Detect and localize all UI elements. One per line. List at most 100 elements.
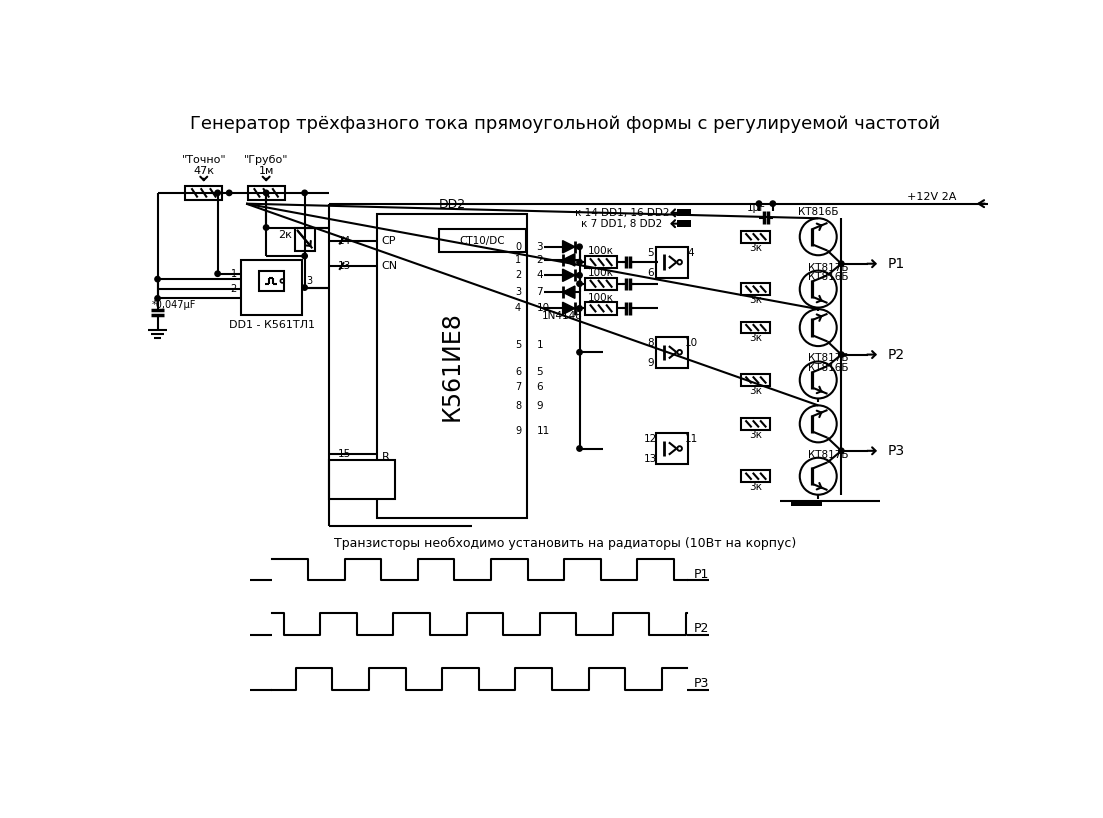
Text: 3к: 3к: [749, 295, 762, 305]
Text: P2: P2: [888, 348, 904, 362]
Text: 100к: 100к: [588, 268, 614, 278]
Circle shape: [577, 306, 582, 311]
Text: 4: 4: [536, 270, 543, 281]
Bar: [741, 470, 771, 482]
Text: 8: 8: [647, 338, 654, 348]
Text: 1: 1: [231, 269, 237, 279]
Circle shape: [838, 448, 844, 453]
Circle shape: [302, 190, 308, 196]
Circle shape: [577, 281, 582, 286]
Text: 11: 11: [536, 426, 549, 436]
Text: P3: P3: [694, 676, 709, 690]
Text: 5: 5: [515, 339, 521, 349]
Bar: [585, 277, 618, 290]
Polygon shape: [563, 302, 575, 315]
Text: 13: 13: [338, 261, 352, 271]
Text: 3к: 3к: [749, 243, 762, 253]
Bar: [240, 260, 302, 315]
Text: 1: 1: [515, 255, 521, 265]
Circle shape: [838, 352, 844, 357]
Circle shape: [154, 276, 160, 282]
Text: 7: 7: [536, 287, 543, 297]
Text: P1: P1: [694, 568, 709, 581]
Text: 3: 3: [307, 276, 312, 286]
Circle shape: [264, 225, 269, 230]
Bar: [791, 501, 822, 506]
Text: DD1 - К561ТЛ1: DD1 - К561ТЛ1: [228, 320, 314, 330]
Text: 2: 2: [536, 255, 543, 265]
Text: 3к: 3к: [749, 482, 762, 492]
Text: 10: 10: [685, 338, 698, 348]
Text: 4: 4: [515, 303, 521, 313]
Text: 13: 13: [644, 454, 657, 465]
Text: 5: 5: [647, 248, 654, 258]
Text: КТ817Б: КТ817Б: [808, 450, 848, 460]
Bar: [741, 418, 771, 429]
Circle shape: [264, 190, 269, 196]
Text: Генератор трёхфазного тока прямоугольной формы с регулируемой частотой: Генератор трёхфазного тока прямоугольной…: [190, 115, 940, 133]
Text: 7: 7: [515, 382, 521, 392]
Circle shape: [302, 285, 308, 290]
Text: 1м: 1м: [258, 166, 274, 177]
Text: 2к: 2к: [278, 230, 291, 240]
Text: 6: 6: [515, 366, 521, 376]
Text: 3: 3: [536, 242, 543, 252]
Text: КТ816Б: КТ816Б: [808, 272, 848, 281]
Text: 9: 9: [647, 358, 654, 368]
Text: +12V 2A: +12V 2A: [908, 192, 956, 203]
Bar: [656, 337, 688, 367]
Text: 2: 2: [231, 284, 237, 294]
Text: 3: 3: [515, 287, 521, 297]
Circle shape: [577, 349, 582, 355]
Text: 3к: 3к: [749, 386, 762, 396]
Text: CN: CN: [382, 261, 398, 271]
Text: к 14 DD1, 16 DD2: к 14 DD1, 16 DD2: [575, 208, 670, 218]
Text: 9: 9: [515, 426, 521, 436]
Text: К561ИЕ8: К561ИЕ8: [440, 311, 464, 420]
Bar: [259, 271, 283, 291]
Circle shape: [577, 446, 582, 452]
Text: 0: 0: [515, 242, 521, 252]
Circle shape: [757, 201, 762, 206]
Bar: [677, 220, 692, 227]
Circle shape: [215, 190, 221, 196]
Bar: [585, 256, 618, 268]
Bar: [330, 460, 395, 498]
Bar: [185, 186, 222, 200]
Bar: [248, 186, 285, 200]
Polygon shape: [563, 286, 575, 299]
Text: 3к: 3к: [749, 334, 762, 344]
Bar: [656, 433, 688, 464]
Text: 14: 14: [338, 236, 352, 245]
Circle shape: [838, 261, 844, 267]
Circle shape: [215, 271, 221, 276]
Text: 9: 9: [536, 401, 543, 411]
Bar: [677, 209, 692, 216]
Text: 11: 11: [685, 434, 698, 444]
Text: СТ10/DC: СТ10/DC: [459, 236, 505, 245]
Text: P1: P1: [888, 257, 904, 271]
Text: P2: P2: [694, 622, 709, 636]
Text: КТ817Б: КТ817Б: [808, 353, 848, 363]
Text: 1µF: 1µF: [747, 203, 767, 213]
Text: 15: 15: [338, 449, 352, 459]
Bar: [741, 374, 771, 386]
Bar: [585, 302, 618, 315]
Polygon shape: [563, 269, 575, 281]
Text: 100к: 100к: [588, 246, 614, 256]
Circle shape: [226, 190, 232, 196]
Text: Транзисторы необходимо установить на радиаторы (10Вт на корпус): Транзисторы необходимо установить на рад…: [334, 537, 796, 550]
Text: 10: 10: [536, 303, 549, 313]
Text: 1: 1: [536, 339, 543, 349]
Bar: [741, 321, 771, 334]
Text: 100к: 100к: [588, 293, 614, 303]
Text: 12: 12: [644, 434, 657, 444]
Text: "Точно": "Точно": [182, 155, 226, 164]
Text: 1N4148: 1N4148: [543, 311, 583, 321]
Bar: [741, 283, 771, 295]
Text: КТ817Б: КТ817Б: [808, 263, 848, 272]
Text: 6: 6: [647, 268, 654, 278]
Text: P3: P3: [888, 444, 904, 458]
Text: к 7 DD1, 8 DD2: к 7 DD1, 8 DD2: [581, 218, 663, 229]
Text: "Грубо": "Грубо": [244, 155, 288, 164]
